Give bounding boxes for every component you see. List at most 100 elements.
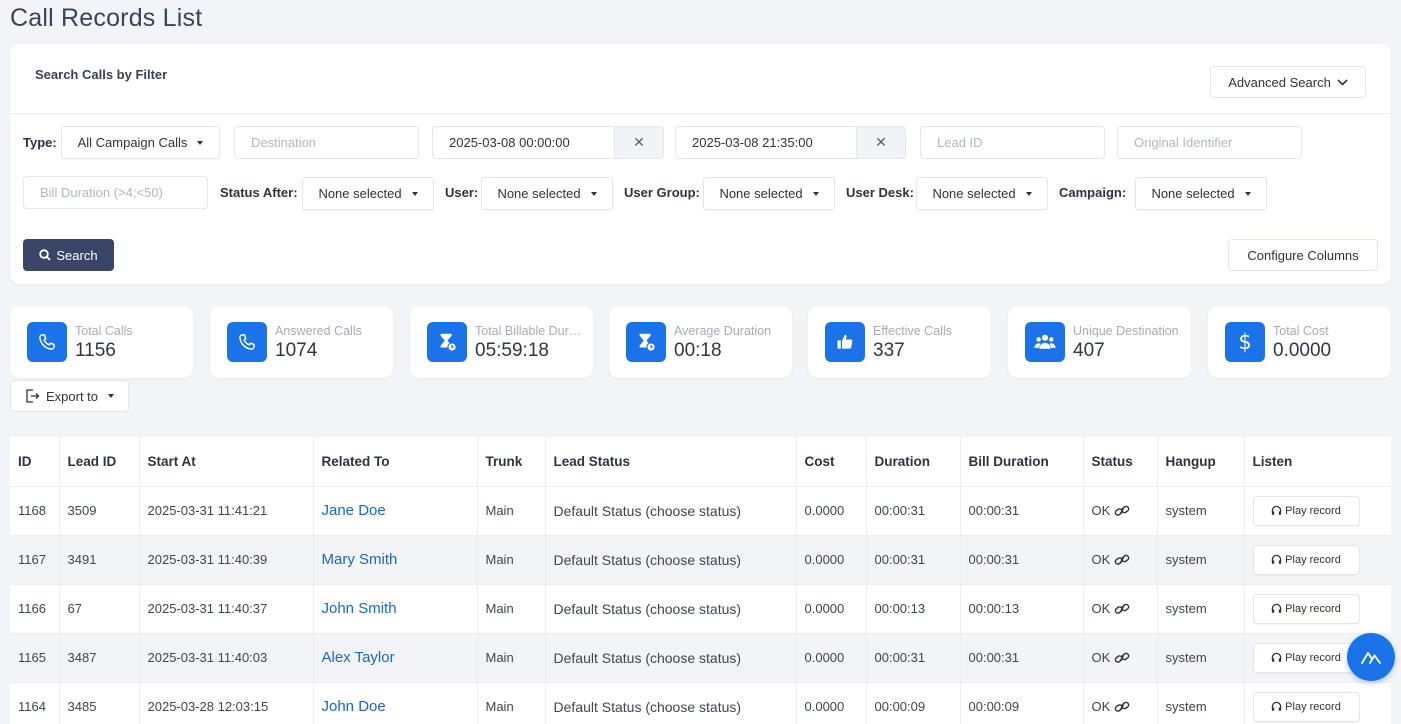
filter-header: Search Calls by Filter Advanced Search <box>10 44 1391 114</box>
advanced-search-button[interactable]: Advanced Search <box>1210 66 1366 98</box>
cell-lead-id: 3485 <box>59 682 140 724</box>
cell-start-at: 2025-03-31 11:41:21 <box>139 486 314 536</box>
date-from-input[interactable]: 2025-03-08 00:00:00 <box>432 126 615 159</box>
headphones-icon <box>1271 505 1282 515</box>
cell-trunk: Main <box>477 584 546 634</box>
cell-listen: Play record <box>1244 535 1391 585</box>
cell-lead-id: 3487 <box>59 633 140 683</box>
bill-duration-input[interactable]: Bill Duration (>4;<50) <box>23 176 208 209</box>
status-link[interactable]: OK <box>1092 699 1131 714</box>
cell-id: 1166 <box>10 584 60 634</box>
stat-label: Average Duration <box>674 324 772 338</box>
cell-status: OK <box>1083 486 1158 536</box>
original-identifier-input[interactable]: Original Identifier <box>1117 126 1302 159</box>
play-record-button[interactable]: Play record <box>1252 495 1360 526</box>
cell-start-at: 2025-03-28 12:03:15 <box>139 682 314 724</box>
stat-effective-calls: Effective Calls 337 <box>808 306 991 378</box>
stat-answered-calls: Answered Calls 1074 <box>210 306 393 378</box>
table-row: 1168 3509 2025-03-31 11:41:21 Jane Doe M… <box>10 486 1391 536</box>
cell-listen: Play record <box>1244 584 1391 634</box>
related-to-link[interactable]: Mary Smith <box>313 535 478 585</box>
cell-listen: Play record <box>1244 682 1391 724</box>
status-text: OK <box>1091 552 1111 567</box>
user-group-value: None selected <box>719 186 803 201</box>
export-icon <box>26 389 40 403</box>
close-icon: ✕ <box>875 134 887 150</box>
status-after-label: Status After: <box>220 185 298 200</box>
cell-bill-duration: 00:00:31 <box>960 535 1084 585</box>
lead-id-input[interactable]: Lead ID <box>920 126 1105 159</box>
user-group-label: User Group: <box>624 185 700 200</box>
cell-cost: 0.0000 <box>796 584 867 634</box>
user-select[interactable]: None selected <box>481 177 613 210</box>
status-link[interactable]: OK <box>1092 552 1131 567</box>
search-button-label: Search <box>56 247 98 263</box>
export-button[interactable]: Export to <box>10 380 129 412</box>
cell-id: 1168 <box>10 486 60 536</box>
user-group-select[interactable]: None selected <box>703 177 835 210</box>
column-header-trunk[interactable]: Trunk <box>477 437 546 487</box>
status-text: OK <box>1091 601 1111 616</box>
cell-cost: 0.0000 <box>796 682 867 724</box>
cell-bill-duration: 00:00:09 <box>960 682 1084 724</box>
column-header-id[interactable]: ID <box>10 437 60 487</box>
column-header-duration[interactable]: Duration <box>866 437 961 487</box>
column-header-related-to[interactable]: Related To <box>313 437 478 487</box>
caret-down-icon <box>812 191 819 196</box>
link-icon <box>1114 701 1130 712</box>
column-header-start-at[interactable]: Start At <box>139 437 314 487</box>
stat-value: 337 <box>873 340 905 361</box>
column-header-cost[interactable]: Cost <box>796 437 867 487</box>
related-to-link[interactable]: Jane Doe <box>313 486 478 536</box>
column-header-hangup[interactable]: Hangup <box>1157 437 1245 487</box>
column-header-status[interactable]: Status <box>1083 437 1158 487</box>
clear-date-from-button[interactable]: ✕ <box>615 126 664 159</box>
related-to-link[interactable]: John Smith <box>313 584 478 634</box>
stat-value: 0.0000 <box>1273 340 1332 361</box>
stat-total-calls: Total Calls 1156 <box>10 306 193 378</box>
stat-average-duration: Average Duration 00:18 <box>609 306 792 378</box>
cell-hangup: system <box>1157 535 1245 585</box>
destination-input[interactable]: Destination <box>234 126 419 159</box>
play-record-button[interactable]: Play record <box>1252 691 1360 722</box>
status-link[interactable]: OK <box>1092 650 1131 665</box>
status-link[interactable]: OK <box>1092 601 1131 616</box>
cell-trunk: Main <box>477 486 546 536</box>
cell-hangup: system <box>1157 633 1245 683</box>
type-label: Type: <box>23 135 57 150</box>
type-select[interactable]: All Campaign Calls <box>61 126 220 159</box>
status-after-select[interactable]: None selected <box>302 177 434 210</box>
user-desk-select[interactable]: None selected <box>916 177 1048 210</box>
caret-down-icon <box>197 140 204 145</box>
related-to-link[interactable]: Alex Taylor <box>313 633 478 683</box>
play-record-button[interactable]: Play record <box>1252 544 1360 575</box>
campaign-label: Campaign: <box>1059 185 1127 200</box>
search-button[interactable]: Search <box>23 239 114 271</box>
clear-date-to-button[interactable]: ✕ <box>857 126 906 159</box>
cell-lead-status: Default Status (choose status) <box>545 633 797 683</box>
related-to-link[interactable]: John Doe <box>313 682 478 724</box>
play-record-button[interactable]: Play record <box>1252 642 1360 673</box>
cell-start-at: 2025-03-31 11:40:39 <box>139 535 314 585</box>
headphones-icon <box>1271 603 1282 613</box>
floating-action-button[interactable] <box>1347 633 1395 681</box>
stat-total-cost: $ Total Cost 0.0000 <box>1208 306 1391 378</box>
cell-lead-id: 3509 <box>59 486 140 536</box>
stat-value: 1074 <box>275 340 318 361</box>
column-header-lead-id[interactable]: Lead ID <box>59 437 140 487</box>
play-record-button[interactable]: Play record <box>1252 593 1360 624</box>
play-record-label: Play record <box>1285 651 1341 664</box>
column-header-bill-duration[interactable]: Bill Duration <box>960 437 1084 487</box>
column-header-lead-status[interactable]: Lead Status <box>545 437 797 487</box>
cell-duration: 00:00:09 <box>866 682 961 724</box>
hourglass-clock-icon <box>427 322 467 362</box>
cell-status: OK <box>1083 633 1158 683</box>
thumbs-up-icon <box>825 322 865 362</box>
cell-start-at: 2025-03-31 11:40:37 <box>139 584 314 634</box>
configure-columns-button[interactable]: Configure Columns <box>1228 239 1378 271</box>
status-link[interactable]: OK <box>1092 503 1131 518</box>
stat-label: Total Calls <box>75 324 133 338</box>
campaign-select[interactable]: None selected <box>1135 177 1267 210</box>
stat-label: Unique Destination <box>1073 324 1179 338</box>
date-to-input[interactable]: 2025-03-08 21:35:00 <box>675 126 857 159</box>
